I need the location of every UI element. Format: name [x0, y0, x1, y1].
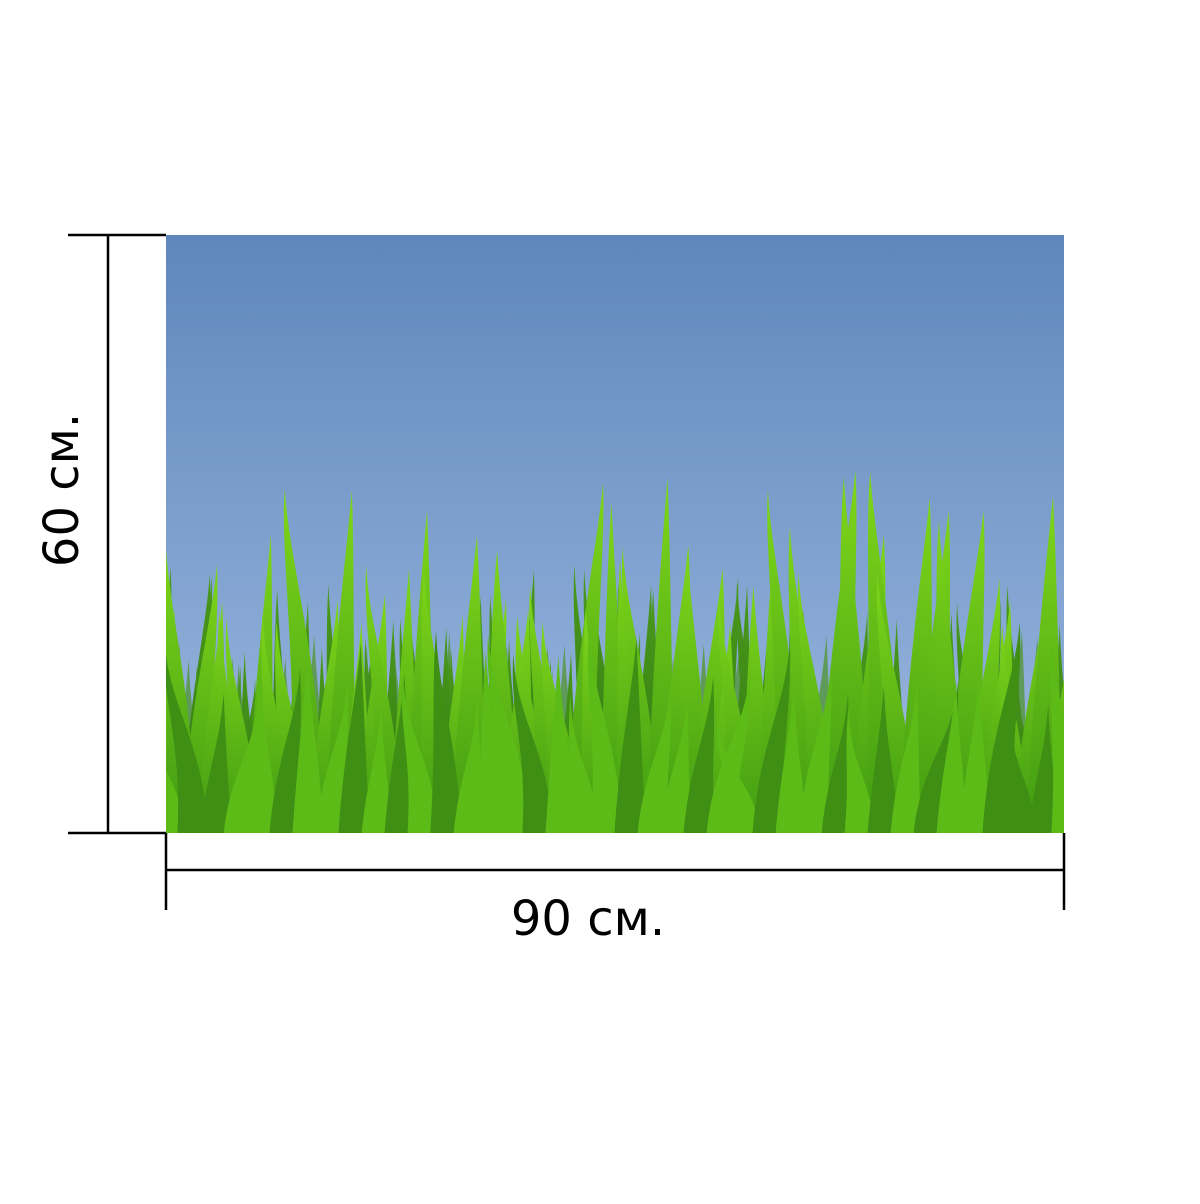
grass-blade [1028, 704, 1060, 833]
grass-blade [867, 686, 899, 833]
width-label: 90 см. [511, 891, 665, 947]
grass-blade [200, 693, 232, 833]
grass-blade [545, 656, 577, 833]
grass-blade [660, 698, 692, 833]
grass-blade [1050, 637, 1064, 833]
grass-blade [1061, 794, 1064, 833]
grass-blade [936, 681, 968, 833]
grass-blade [568, 695, 600, 833]
grass-blade [292, 654, 324, 833]
grass-blade [959, 676, 991, 833]
grass-blade [338, 642, 370, 833]
grass-blade [246, 670, 278, 833]
grass-blade [913, 683, 959, 833]
grass-blade [775, 685, 807, 833]
grass-blade [476, 651, 508, 833]
grass-blade [315, 683, 349, 833]
grass-blade [588, 630, 623, 833]
grass-blade [512, 653, 554, 833]
grass-blade [453, 698, 485, 833]
grass [166, 470, 1064, 833]
grass-blade [1005, 707, 1037, 833]
grass-blade [716, 709, 761, 833]
grass-blade [821, 693, 853, 833]
grass-blade [683, 676, 715, 833]
grass-blade [166, 654, 209, 833]
grass-blade [798, 668, 832, 833]
grass-blade [844, 705, 876, 833]
grass-blade [401, 671, 439, 833]
grass-blade [752, 647, 790, 833]
dimension-lines [68, 233, 1066, 910]
grass-blade [637, 687, 671, 833]
grass-blade [384, 674, 416, 833]
grass-blade [890, 682, 922, 833]
grass-blade [361, 704, 393, 833]
grass-blade [487, 633, 531, 833]
grass-blade [614, 637, 646, 833]
grass-blade [430, 630, 462, 833]
grass-blade [269, 668, 301, 833]
grass-blade [706, 672, 751, 833]
height-label: 60 см. [34, 413, 90, 567]
